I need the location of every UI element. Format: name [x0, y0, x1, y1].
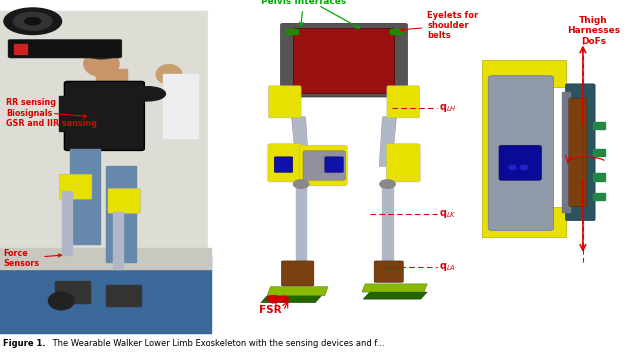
Bar	[0, 248, 211, 269]
FancyBboxPatch shape	[569, 98, 587, 206]
Bar	[96, 69, 127, 83]
FancyBboxPatch shape	[8, 39, 122, 58]
FancyBboxPatch shape	[275, 157, 293, 172]
Bar	[593, 149, 605, 156]
Bar	[106, 166, 136, 262]
Text: Eyelets for
shoulder
belts: Eyelets for shoulder belts	[401, 11, 479, 40]
Bar	[62, 191, 72, 255]
Bar	[474, 11, 640, 333]
Bar	[593, 122, 605, 129]
FancyBboxPatch shape	[387, 86, 420, 118]
FancyBboxPatch shape	[566, 84, 595, 221]
Circle shape	[268, 296, 280, 303]
Text: The Wearable Walker Lower Limb Exoskeleton with the sensing devices and f...: The Wearable Walker Lower Limb Exoskelet…	[50, 339, 385, 348]
Circle shape	[520, 165, 528, 170]
Circle shape	[380, 180, 396, 188]
Text: Figure 1.: Figure 1.	[3, 339, 46, 348]
FancyBboxPatch shape	[374, 261, 404, 282]
Text: q$_{LH}$: q$_{LH}$	[439, 102, 456, 114]
FancyBboxPatch shape	[499, 145, 541, 180]
Circle shape	[278, 296, 288, 302]
FancyBboxPatch shape	[303, 151, 346, 180]
FancyBboxPatch shape	[280, 23, 408, 97]
FancyBboxPatch shape	[60, 174, 92, 199]
Bar	[390, 29, 402, 34]
FancyBboxPatch shape	[324, 157, 344, 172]
Bar	[296, 184, 307, 262]
FancyBboxPatch shape	[108, 188, 141, 213]
Bar	[593, 193, 605, 200]
Polygon shape	[483, 60, 566, 237]
Text: Thigh
Harnesses
DoFs: Thigh Harnesses DoFs	[567, 16, 620, 46]
FancyBboxPatch shape	[293, 29, 394, 93]
Ellipse shape	[84, 51, 119, 76]
Polygon shape	[268, 287, 328, 296]
Circle shape	[293, 180, 309, 188]
Ellipse shape	[13, 12, 52, 30]
Bar	[55, 281, 90, 303]
Text: FSR: FSR	[259, 300, 282, 315]
Text: Force
Sensors: Force Sensors	[3, 249, 61, 268]
Polygon shape	[362, 284, 428, 292]
Polygon shape	[364, 292, 428, 299]
FancyBboxPatch shape	[282, 261, 314, 286]
Bar	[563, 92, 570, 212]
Bar	[70, 149, 100, 244]
Ellipse shape	[49, 292, 74, 310]
Bar	[13, 44, 26, 54]
Bar	[383, 184, 393, 262]
Polygon shape	[261, 296, 321, 303]
Ellipse shape	[4, 8, 61, 34]
Text: q$_{LK}$: q$_{LK}$	[439, 208, 456, 220]
Ellipse shape	[83, 44, 120, 59]
Ellipse shape	[156, 64, 182, 84]
Polygon shape	[292, 117, 309, 166]
Text: q$_{LA}$: q$_{LA}$	[439, 261, 456, 273]
FancyBboxPatch shape	[386, 144, 420, 182]
Bar	[0, 11, 211, 333]
Ellipse shape	[25, 18, 41, 25]
Bar	[106, 285, 141, 306]
Ellipse shape	[131, 87, 165, 101]
Bar	[593, 173, 605, 181]
Circle shape	[509, 165, 516, 170]
FancyBboxPatch shape	[65, 81, 145, 150]
Bar	[208, 11, 480, 333]
Bar	[59, 96, 84, 131]
Text: Pelvis Interfaces: Pelvis Interfaces	[261, 0, 346, 26]
FancyBboxPatch shape	[268, 144, 302, 182]
FancyBboxPatch shape	[269, 86, 301, 118]
Polygon shape	[380, 117, 396, 166]
Text: RR sensing
Biosignals
GSR and IIR sensing: RR sensing Biosignals GSR and IIR sensin…	[6, 98, 97, 128]
Bar	[113, 212, 123, 269]
Bar	[163, 74, 198, 138]
FancyBboxPatch shape	[300, 145, 347, 186]
FancyBboxPatch shape	[488, 76, 554, 230]
Bar	[287, 29, 298, 34]
Bar	[0, 255, 211, 333]
